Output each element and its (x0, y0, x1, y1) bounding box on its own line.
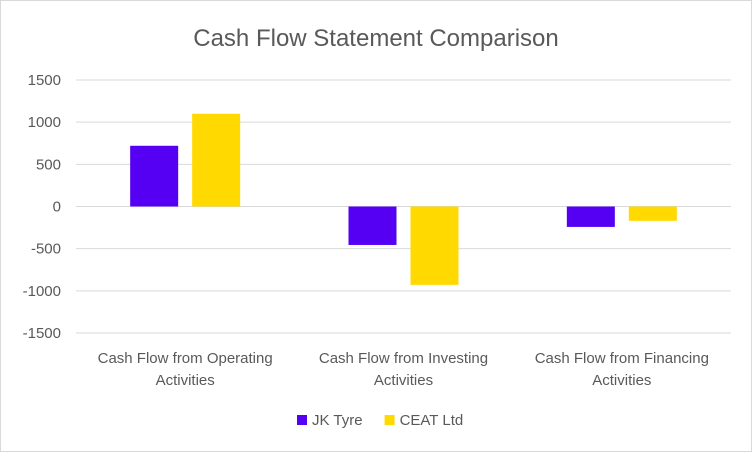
legend-swatch (384, 415, 395, 425)
y-tick-label: -1500 (23, 325, 61, 342)
x-category-label-line: Cash Flow from Financing (535, 350, 709, 367)
bar-ceat-ltd (628, 206, 677, 221)
y-tick-label: -500 (31, 241, 61, 258)
y-tick-label: -1000 (23, 283, 61, 300)
legend-label: CEAT Ltd (400, 412, 464, 429)
x-category-label: Cash Flow from Investing Activities (319, 350, 488, 389)
bar-jk-tyre (348, 206, 397, 245)
x-category-label-line: Activities (156, 372, 215, 389)
x-category-label-line: Cash Flow from Operating (98, 350, 273, 367)
x-category-label-line: Activities (374, 372, 433, 389)
x-category-label: Cash Flow from Financing Activities (535, 350, 709, 389)
legend-label: JK Tyre (312, 412, 363, 429)
chart-title: Cash Flow Statement Comparison (193, 25, 558, 52)
x-category-label: Cash Flow from Operating Activities (98, 350, 273, 389)
y-tick-label: 500 (36, 156, 61, 173)
bar-ceat-ltd (410, 206, 459, 285)
x-category-label-line: Activities (592, 372, 651, 389)
x-category-label-line: Cash Flow from Investing (319, 350, 488, 367)
legend-swatch (297, 415, 307, 425)
bar-ceat-ltd (192, 113, 241, 207)
y-tick-label: 1000 (28, 114, 61, 131)
y-tick-label: 0 (53, 199, 61, 216)
y-tick-label: 1500 (28, 72, 61, 89)
bar-jk-tyre (130, 145, 179, 207)
bar-jk-tyre (566, 206, 615, 227)
